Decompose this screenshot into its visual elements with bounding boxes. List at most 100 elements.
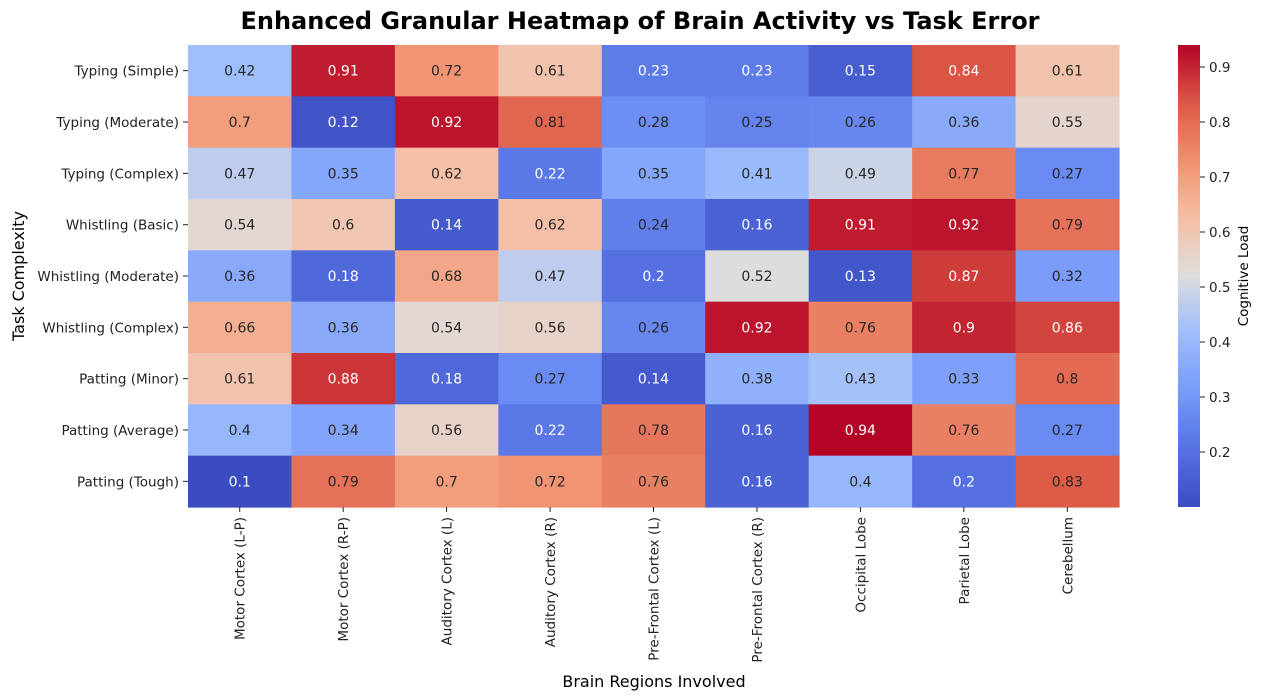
heatmap-cell	[705, 199, 810, 251]
cell-value-label: 0.55	[1052, 115, 1083, 131]
cell-value-label: 0.76	[948, 423, 979, 439]
cell-value-label: 0.42	[224, 64, 255, 80]
x-tick-label: Motor Cortex (R-P)	[336, 517, 352, 642]
x-tick-label: Motor Cortex (L-P)	[233, 517, 249, 640]
cell-value-label: 0.18	[431, 372, 462, 388]
cell-value-label: 0.14	[638, 372, 669, 388]
cell-value-label: 0.22	[534, 166, 565, 182]
colorbar-tick-label: 0.8	[1209, 115, 1230, 131]
heatmap-cell	[601, 96, 706, 149]
heatmap-cell	[705, 250, 810, 303]
cell-value-label: 0.6	[332, 218, 354, 234]
cell-value-label: 0.33	[948, 372, 979, 388]
colorbar-ticks: 0.2 0.3 0.4 0.5 0.6 0.7 0.8 0.9	[1200, 60, 1230, 461]
heatmap-cell	[188, 250, 293, 303]
cell-value-label: 0.7	[435, 474, 457, 490]
colorbar-tick-label: 0.4	[1209, 335, 1230, 351]
chart-title: Enhanced Granular Heatmap of Brain Activ…	[240, 7, 1039, 35]
heatmap-cell	[498, 45, 603, 97]
colorbar-gradient	[1178, 45, 1200, 507]
colorbar-tick-label: 0.2	[1209, 445, 1230, 461]
heatmap-cell	[912, 199, 1017, 251]
heatmap-cell	[601, 250, 706, 303]
cell-value-label: 0.52	[741, 269, 772, 285]
cell-value-label: 0.79	[328, 474, 359, 490]
heatmap-cell	[1015, 147, 1120, 200]
cell-value-label: 0.92	[948, 218, 979, 234]
cell-value-label: 0.2	[642, 269, 664, 285]
cell-value-label: 0.16	[741, 474, 772, 490]
heatmap-cell	[188, 147, 293, 200]
cell-value-label: 0.22	[534, 423, 565, 439]
heatmap-cell	[808, 455, 913, 508]
cell-value-label: 0.43	[845, 372, 876, 388]
cell-value-label: 0.36	[224, 269, 255, 285]
x-tick-label: Cerebellum	[1060, 517, 1076, 594]
cell-value-label: 0.56	[534, 320, 565, 336]
heatmap-cell	[394, 404, 499, 457]
heatmap-cell	[291, 404, 396, 457]
heatmap-cell	[498, 301, 603, 354]
y-tick-label: Patting (Minor)	[79, 372, 179, 388]
x-tick-label: Occipital Lobe	[853, 517, 869, 613]
heatmap-cell	[601, 199, 706, 251]
heatmap-cell	[394, 96, 499, 149]
heatmap-cell	[705, 45, 810, 97]
cell-value-label: 0.23	[741, 64, 772, 80]
colorbar-tick-label: 0.6	[1209, 225, 1230, 241]
cell-value-label: 0.87	[948, 269, 979, 285]
heatmap-cell	[291, 250, 396, 303]
cell-value-label: 0.62	[431, 166, 462, 182]
cell-value-label: 0.35	[638, 166, 669, 182]
heatmap-cell	[188, 96, 293, 149]
cell-value-label: 0.92	[741, 320, 772, 336]
y-tick-label: Whistling (Moderate)	[37, 269, 179, 285]
cell-value-label: 0.27	[1052, 423, 1083, 439]
heatmap-cell	[808, 301, 913, 354]
cell-value-label: 0.28	[638, 115, 669, 131]
cell-value-label: 0.25	[741, 115, 772, 131]
cell-value-label: 0.9	[953, 320, 975, 336]
heatmap-cell	[808, 147, 913, 200]
x-tick-label: Pre-Frontal Cortex (L)	[647, 517, 663, 661]
cell-value-label: 0.36	[328, 320, 359, 336]
cell-value-label: 0.14	[431, 218, 462, 234]
cell-value-label: 0.34	[328, 423, 359, 439]
cell-value-label: 0.54	[224, 218, 255, 234]
cell-value-label: 0.61	[1052, 64, 1083, 80]
heatmap-cell	[394, 455, 499, 508]
cell-value-label: 0.78	[638, 423, 669, 439]
heatmap-cell	[188, 199, 293, 251]
colorbar-tick-label: 0.5	[1209, 280, 1230, 296]
cell-value-label: 0.32	[1052, 269, 1083, 285]
heatmap-cell	[1015, 455, 1120, 508]
cell-value-label: 0.61	[224, 372, 255, 388]
cell-value-label: 0.72	[431, 64, 462, 80]
cell-value-label: 0.79	[1052, 218, 1083, 234]
heatmap-cell	[705, 96, 810, 149]
heatmap-cell	[394, 301, 499, 354]
heatmap-cell	[498, 404, 603, 457]
cell-value-label: 0.26	[638, 320, 669, 336]
cell-value-label: 0.49	[845, 166, 876, 182]
cell-value-label: 0.83	[1052, 474, 1083, 490]
cell-value-label: 0.66	[224, 320, 255, 336]
cell-value-label: 0.16	[741, 218, 772, 234]
cell-value-label: 0.7	[229, 115, 251, 131]
heatmap-cell	[808, 404, 913, 457]
heatmap-cell	[1015, 404, 1120, 457]
cell-value-label: 0.26	[845, 115, 876, 131]
heatmap-cell	[394, 45, 499, 97]
heatmap-cell	[1015, 250, 1120, 303]
y-tick-label: Patting (Tough)	[77, 474, 179, 490]
cell-value-label: 0.4	[849, 474, 871, 490]
heatmap-cell	[912, 404, 1017, 457]
heatmap-cell	[808, 199, 913, 251]
heatmap-cell	[1015, 45, 1120, 97]
heatmap-cells: 0.42 0.91 0.72 0.61 0.23 0.23 0.15 0.84 0.61 0.7 0…	[188, 45, 1120, 508]
heatmap-cell	[1015, 199, 1120, 251]
cell-value-label: 0.35	[328, 166, 359, 182]
cell-value-label: 0.38	[741, 372, 772, 388]
